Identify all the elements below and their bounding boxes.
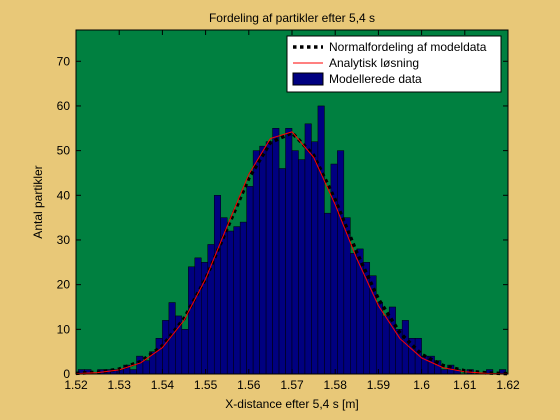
bar	[142, 360, 150, 375]
x-tick-label: 1.55	[194, 378, 218, 392]
legend-label: Analytisk løsning	[329, 56, 419, 70]
bar	[136, 355, 144, 375]
y-tick-label: 40	[57, 188, 71, 202]
bar	[324, 212, 332, 375]
bar	[375, 302, 383, 375]
bar	[188, 266, 196, 375]
bar	[239, 221, 247, 375]
chart-title: Fordeling af partikler efter 5,4 s	[209, 11, 375, 25]
legend-label: Modellerede data	[329, 72, 422, 86]
x-axis-label: X-distance efter 5,4 s [m]	[225, 397, 358, 411]
x-tick-label: 1.6	[413, 378, 430, 392]
plot-content	[75, 105, 509, 376]
bar	[246, 186, 254, 375]
bar	[440, 369, 448, 375]
bar	[265, 141, 273, 375]
bar	[194, 257, 202, 375]
bar	[337, 150, 345, 375]
y-tick-label: 0	[63, 367, 70, 381]
x-tick-label: 1.52	[64, 378, 88, 392]
y-axis-label: Antal partikler	[31, 165, 45, 238]
bar	[155, 338, 163, 375]
bar	[298, 159, 306, 375]
bar	[233, 226, 241, 375]
bar	[414, 338, 422, 375]
x-tick-label: 1.57	[280, 378, 304, 392]
y-tick-label: 20	[57, 278, 71, 292]
bar	[226, 230, 234, 375]
y-tick-label: 30	[57, 233, 71, 247]
y-tick-label: 50	[57, 144, 71, 158]
x-tick-label: 1.54	[151, 378, 175, 392]
bar	[213, 195, 221, 375]
x-tick-label: 1.61	[453, 378, 477, 392]
y-tick-label: 70	[57, 54, 71, 68]
legend-swatch	[292, 72, 324, 86]
x-tick-label: 1.53	[108, 378, 132, 392]
bar	[388, 306, 396, 375]
bar	[382, 315, 390, 375]
y-tick-label: 10	[57, 322, 71, 336]
bar	[278, 168, 286, 375]
x-tick-label: 1.58	[324, 378, 348, 392]
bar	[220, 217, 228, 375]
bar	[201, 262, 209, 375]
legend-label: Normalfordeling af modeldata	[329, 40, 487, 54]
bar	[356, 248, 364, 375]
bar	[311, 141, 319, 375]
bar	[291, 150, 299, 375]
bar	[129, 369, 137, 375]
x-tick-label: 1.59	[367, 378, 391, 392]
line-series	[75, 131, 509, 375]
x-tick-label: 1.56	[237, 378, 261, 392]
bar	[285, 128, 293, 375]
bar	[317, 105, 325, 375]
bar	[401, 320, 409, 375]
y-tick-label: 60	[57, 99, 71, 113]
bar	[395, 329, 403, 375]
bar	[304, 123, 312, 375]
bar	[350, 253, 358, 375]
x-tick-label: 1.62	[496, 378, 520, 392]
bar	[272, 128, 280, 375]
bar	[181, 329, 189, 375]
bar	[252, 150, 260, 375]
line-series	[75, 130, 509, 376]
bar	[259, 145, 267, 375]
